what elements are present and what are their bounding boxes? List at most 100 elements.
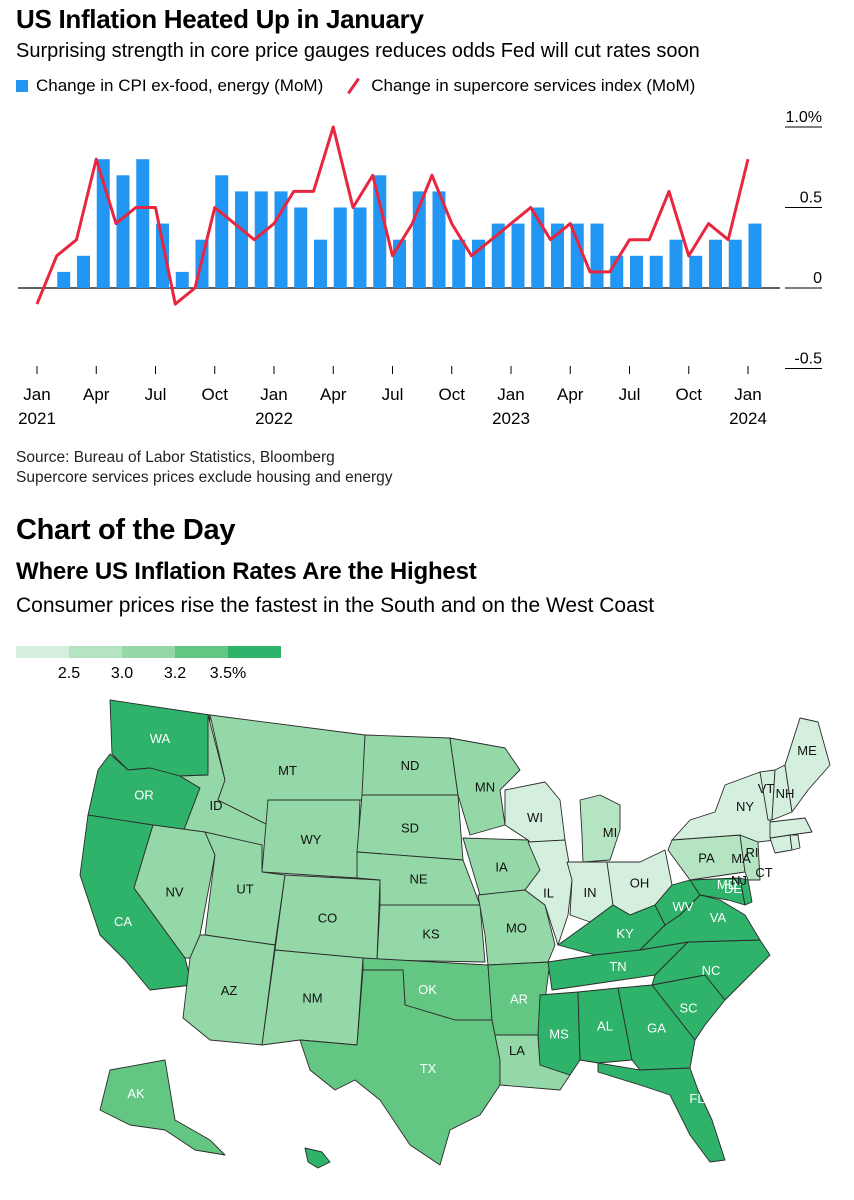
cpi-bar bbox=[570, 223, 584, 288]
cpi-bar bbox=[215, 175, 229, 288]
scale-swatch bbox=[69, 646, 122, 658]
legend-line-label: Change in supercore services index (MoM) bbox=[371, 76, 696, 95]
map-title: Where US Inflation Rates Are the Highest bbox=[16, 558, 477, 585]
cpi-bar bbox=[491, 223, 505, 288]
color-scale-legend: 2.5 3.0 3.2 3.5% bbox=[16, 646, 281, 682]
y-tick-label: -0.5 bbox=[794, 351, 822, 368]
scale-swatch bbox=[228, 646, 281, 658]
cpi-bar bbox=[77, 255, 90, 288]
scale-swatch bbox=[175, 646, 228, 658]
legend-bar-label: Change in CPI ex-food, energy (MoM) bbox=[36, 76, 324, 95]
legend-line-swatch bbox=[347, 78, 361, 94]
state-label-pa: PA bbox=[698, 851, 715, 866]
scale-label: 2.5 bbox=[58, 665, 80, 682]
state-label-ct: CT bbox=[755, 865, 772, 880]
state-ri bbox=[789, 834, 801, 851]
state-mi bbox=[579, 794, 621, 863]
state-label-nv: NV bbox=[165, 885, 183, 900]
state-de bbox=[739, 877, 753, 906]
state-label-vt: VT bbox=[758, 781, 775, 796]
state-tx bbox=[299, 969, 501, 1166]
cpi-bar bbox=[590, 223, 604, 288]
x-tick-month: Oct bbox=[439, 385, 466, 404]
state-label-il: IL bbox=[543, 886, 554, 901]
y-tick-label: 1.0% bbox=[786, 109, 822, 126]
state-label-nd: ND bbox=[401, 758, 420, 773]
map-subtitle: Consumer prices rise the fastest in the … bbox=[16, 594, 655, 617]
state-al bbox=[577, 987, 633, 1064]
cpi-bar bbox=[511, 223, 525, 288]
state-label-nc: NC bbox=[702, 963, 721, 978]
cpi-bar bbox=[254, 191, 268, 288]
note-line: Supercore services prices exclude housin… bbox=[16, 469, 393, 486]
state-label-nj: NJ bbox=[731, 873, 747, 888]
state-label-mn: MN bbox=[475, 780, 495, 795]
cpi-bar bbox=[709, 239, 722, 288]
cpi-bar bbox=[728, 239, 742, 288]
cpi-bar bbox=[116, 175, 130, 288]
cpi-bar bbox=[314, 239, 327, 288]
state-md bbox=[689, 877, 746, 906]
cpi-bar bbox=[669, 239, 683, 288]
x-tick-month: Apr bbox=[83, 385, 110, 404]
state-ak bbox=[99, 1059, 226, 1156]
cpi-bar bbox=[235, 191, 248, 288]
state-label-al: AL bbox=[597, 1019, 613, 1034]
state-label-tn: TN bbox=[609, 959, 626, 974]
scale-label: 3.5% bbox=[210, 665, 246, 682]
state-label-ia: IA bbox=[495, 860, 508, 875]
state-label-ak: AK bbox=[127, 1086, 145, 1101]
state-label-ne: NE bbox=[409, 872, 427, 887]
state-ks bbox=[376, 904, 486, 963]
cpi-bar bbox=[432, 191, 446, 288]
state-label-sc: SC bbox=[679, 1001, 697, 1016]
chart-title: US Inflation Heated Up in January bbox=[16, 4, 424, 34]
x-tick-month: Oct bbox=[676, 385, 703, 404]
cpi-bar bbox=[630, 255, 643, 288]
x-tick-month: Apr bbox=[557, 385, 584, 404]
x-tick-year: 2024 bbox=[729, 409, 767, 428]
x-tick-month: Jan bbox=[497, 385, 524, 404]
cpi-bar bbox=[551, 223, 564, 288]
chart-of-the-day-heading: Chart of the Day bbox=[16, 514, 236, 546]
state-label-wy: WY bbox=[301, 832, 322, 847]
state-label-ma: MA bbox=[731, 851, 751, 866]
state-label-me: ME bbox=[797, 743, 817, 758]
y-tick-label: 0.5 bbox=[800, 190, 822, 207]
state-label-ri: RI bbox=[746, 845, 759, 860]
legend-bar-swatch bbox=[16, 80, 28, 92]
state-label-nh: NH bbox=[776, 786, 795, 801]
x-tick-month: Jul bbox=[145, 385, 167, 404]
cpi-bar bbox=[57, 271, 71, 288]
scale-label: 3.2 bbox=[164, 665, 186, 682]
state-label-mo: MO bbox=[506, 921, 527, 936]
state-label-co: CO bbox=[318, 911, 338, 926]
chart-legend: Change in CPI ex-food, energy (MoM) Chan… bbox=[16, 76, 695, 96]
scale-swatch bbox=[16, 646, 69, 658]
x-tick-month: Jan bbox=[260, 385, 287, 404]
state-label-wa: WA bbox=[150, 731, 171, 746]
x-tick-year: 2022 bbox=[255, 409, 293, 428]
cpi-bar bbox=[649, 255, 663, 288]
state-label-id: ID bbox=[210, 798, 223, 813]
scale-swatch bbox=[122, 646, 175, 658]
state-label-mi: MI bbox=[603, 825, 617, 840]
state-label-ok: OK bbox=[418, 982, 437, 997]
state-me bbox=[784, 717, 831, 813]
state-label-mt: MT bbox=[278, 763, 297, 778]
x-tick-month: Jan bbox=[23, 385, 50, 404]
state-label-md: MD bbox=[717, 877, 737, 892]
x-tick-month: Apr bbox=[320, 385, 347, 404]
x-tick-year: 2021 bbox=[18, 409, 56, 428]
cpi-bar bbox=[136, 159, 150, 288]
state-fl bbox=[597, 1062, 726, 1163]
state-label-ky: KY bbox=[616, 926, 634, 941]
cpi-bar bbox=[452, 239, 466, 288]
state-label-ny: NY bbox=[736, 799, 754, 814]
state-label-ks: KS bbox=[422, 927, 440, 942]
cpi-bar bbox=[748, 223, 762, 288]
cpi-bar bbox=[531, 207, 545, 288]
state-label-va: VA bbox=[710, 910, 727, 925]
state-label-sd: SD bbox=[401, 821, 419, 836]
state-az bbox=[182, 934, 276, 1046]
